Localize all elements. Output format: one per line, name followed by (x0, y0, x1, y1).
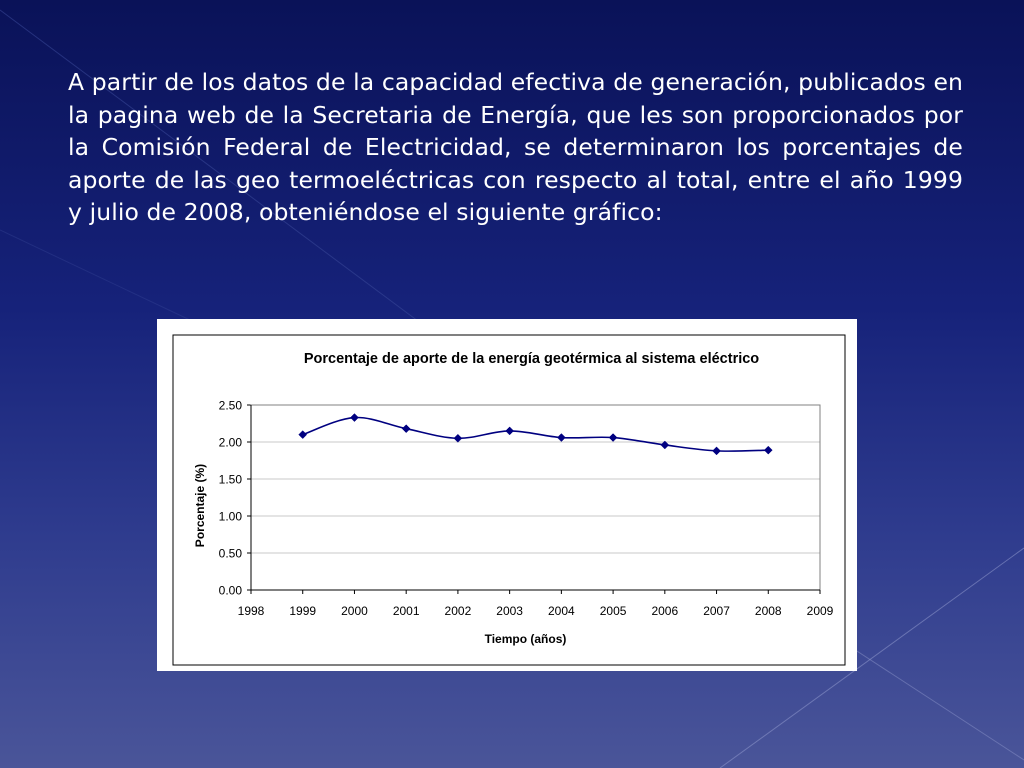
chart-title: Porcentaje de aporte de la energía geoté… (304, 351, 759, 367)
y-tick-label: 0.50 (219, 547, 243, 561)
x-tick-label: 2004 (548, 604, 575, 618)
x-tick-label: 2000 (341, 604, 368, 618)
data-point (660, 440, 670, 450)
x-tick-label: 2005 (600, 604, 627, 618)
y-tick-label: 0.00 (219, 584, 243, 598)
data-point (453, 433, 463, 443)
x-tick-label: 2007 (703, 604, 730, 618)
series-line (302, 416, 769, 452)
y-tick-label: 1.50 (219, 473, 243, 487)
chart-panel: Porcentaje de aporte de la energía geoté… (157, 319, 857, 671)
data-point (557, 433, 566, 442)
chart-border (172, 334, 846, 666)
y-tick-label: 2.00 (219, 436, 243, 450)
x-tick-label: 2002 (445, 604, 472, 618)
data-point (712, 446, 721, 456)
y-tick-label: 2.50 (219, 399, 243, 413)
data-point (401, 424, 411, 434)
y-axis-label: Porcentaje (%) (193, 464, 207, 547)
data-point (505, 426, 514, 436)
y-tick-label: 1.00 (219, 510, 243, 524)
x-axis-label: Tiempo (años) (485, 632, 567, 646)
x-tick-label: 1999 (289, 604, 316, 618)
data-point (608, 433, 618, 442)
x-tick-label: 2009 (807, 604, 834, 618)
x-tick-label: 1998 (238, 604, 265, 618)
x-tick-label: 2001 (393, 604, 420, 618)
data-point (350, 413, 359, 422)
x-tick-label: 2006 (651, 604, 678, 618)
x-tick-label: 2008 (755, 604, 782, 618)
data-point (298, 430, 308, 439)
slide-paragraph: A partir de los datos de la capacidad ef… (68, 68, 963, 226)
x-tick-label: 2003 (496, 604, 523, 618)
line-chart: Porcentaje de aporte de la energía geoté… (172, 334, 846, 666)
data-point (763, 445, 773, 455)
